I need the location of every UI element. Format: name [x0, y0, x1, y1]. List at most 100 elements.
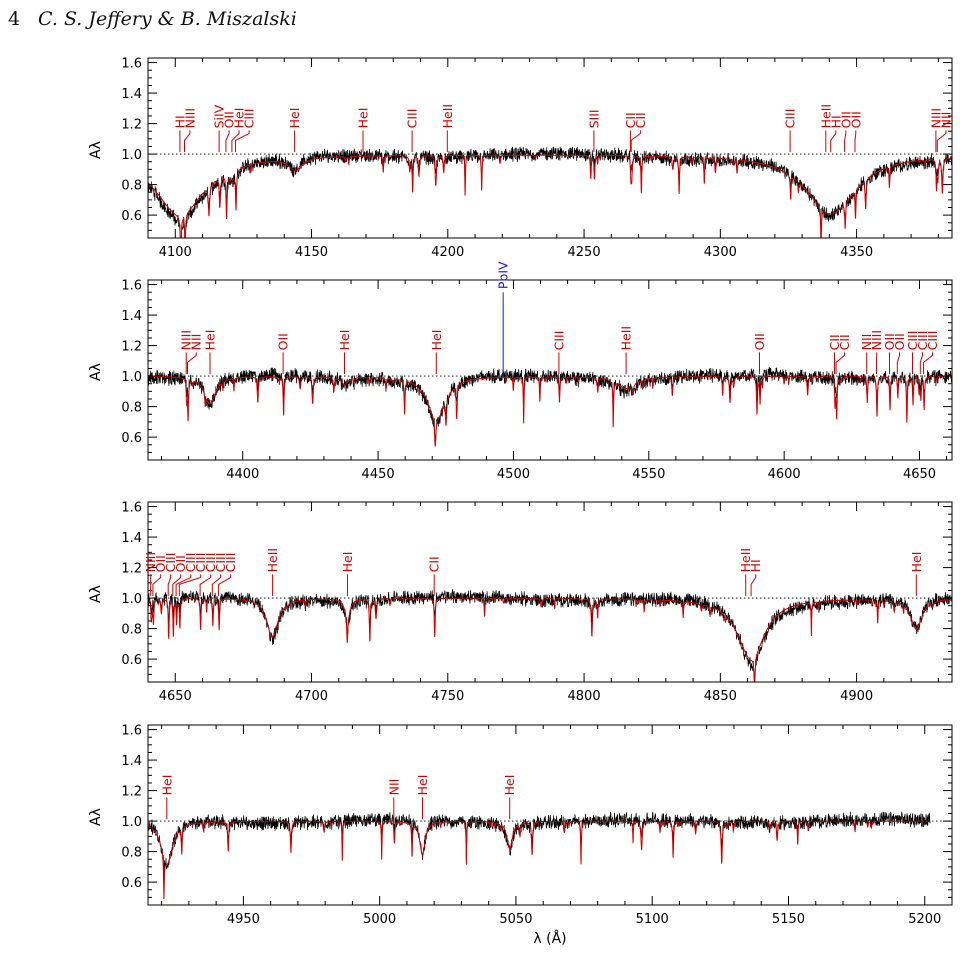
line-label-cii: CII: [623, 112, 638, 153]
plot-frame: [147, 501, 953, 683]
line-label-hi: HI: [748, 559, 763, 597]
svg-text:HeI: HeI: [337, 330, 352, 351]
x-tick-label: 4750: [431, 689, 464, 704]
svg-text:HeI: HeI: [429, 330, 444, 351]
y-tick-label: 0.8: [121, 623, 142, 638]
x-tick-label: 4150: [295, 245, 328, 260]
svg-text:HeI: HeI: [232, 108, 247, 129]
line-label-ciii: CIII: [915, 331, 930, 375]
y-tick-label: 0.6: [121, 653, 142, 668]
svg-text:CIII: CIII: [405, 109, 420, 129]
spectrum-panel-3: 4650 4700 4750 4800 4850 4900 0.6 0.8 1.0 1.2 1.4 1…: [88, 501, 953, 704]
x-tick-label: 4550: [632, 467, 665, 482]
svg-text:CII: CII: [827, 334, 842, 350]
svg-text:HeI: HeI: [356, 108, 371, 129]
y-tick-label: 1.0: [121, 370, 142, 385]
plot-frame: [147, 57, 953, 239]
x-tick-label: 5200: [908, 912, 941, 927]
svg-text:NII: NII: [938, 112, 953, 129]
line-label-niii: NIII: [179, 330, 194, 375]
svg-text:OII: OII: [848, 111, 863, 128]
svg-text:OII: OII: [173, 555, 188, 572]
line-label-hei: HeI: [415, 775, 430, 820]
svg-text:NIII: NIII: [928, 108, 943, 128]
y-tick-label: 1.2: [121, 340, 142, 355]
line-label-heii: HeII: [440, 104, 455, 153]
x-tick-label: 4800: [568, 689, 601, 704]
line-label-niii: NIII: [928, 108, 943, 153]
svg-text:NIII: NIII: [869, 330, 884, 350]
svg-text:OII: OII: [882, 333, 897, 350]
line-label-ciii: CIII: [905, 331, 920, 375]
spectrum-panel-1: 4100 4150 4200 4250 4300 4350 0.6 0.8 1.0 1.2 1.4 1…: [88, 57, 953, 260]
x-tick-label: 4900: [840, 689, 873, 704]
x-tick-label: 5050: [499, 912, 532, 927]
svg-text:CIII: CIII: [163, 553, 178, 573]
model-spectrum: [148, 597, 952, 682]
svg-text:HeI: HeI: [202, 330, 217, 351]
y-tick-label: 1.6: [121, 724, 142, 739]
page-number: 4: [8, 8, 21, 30]
line-label-oii: OII: [276, 333, 291, 375]
svg-text:HeI: HeI: [415, 775, 430, 796]
y-axis-label: Aλ: [88, 585, 104, 603]
line-label-oii: OII: [848, 111, 863, 153]
line-label-nii: NII: [859, 334, 874, 375]
svg-text:OII: OII: [222, 111, 237, 128]
svg-text:CIII: CIII: [242, 109, 257, 129]
line-label-oii: OII: [172, 555, 188, 597]
y-axis-label: Aλ: [88, 141, 104, 159]
line-label-oii: OII: [892, 333, 907, 375]
y-tick-label: 0.8: [121, 846, 142, 861]
svg-text:NIII: NIII: [143, 552, 158, 572]
svg-text:HeI: HeI: [340, 552, 355, 573]
x-tick-label: 5000: [363, 912, 396, 927]
y-tick-label: 0.6: [121, 209, 142, 224]
svg-text:OII: OII: [892, 333, 907, 350]
y-tick-label: 1.6: [121, 501, 142, 516]
x-axis-label: λ (Å): [533, 930, 566, 947]
line-label-nii: NII: [386, 779, 401, 820]
line-label-pbiv: PbIV: [496, 261, 511, 377]
y-tick-label: 1.0: [121, 148, 142, 163]
svg-text:NII: NII: [386, 779, 401, 796]
svg-text:CIII: CIII: [213, 553, 228, 573]
line-label-cii: CII: [827, 334, 842, 375]
line-label-hei: HeI: [356, 108, 371, 153]
line-label-ciii: CIII: [235, 109, 257, 153]
model-spectrum: [148, 820, 931, 900]
svg-text:HeI: HeI: [287, 108, 302, 129]
line-label-ciii: CIII: [551, 331, 566, 375]
running-head: C. S. Jeffery & B. Miszalski: [38, 8, 297, 30]
line-label-ciii: CIII: [211, 553, 228, 597]
line-label-heii: HeII: [818, 104, 833, 153]
line-label-oii: OII: [882, 333, 897, 375]
line-label-hi: HI: [172, 115, 187, 153]
y-axis-label: Aλ: [88, 363, 104, 381]
y-tick-label: 1.2: [121, 562, 142, 577]
y-tick-label: 0.8: [121, 401, 142, 416]
line-label-siii: SIII: [586, 109, 601, 153]
line-label-siiv: SiIV: [212, 104, 227, 153]
x-tick-label: 4250: [568, 245, 601, 260]
model-spectrum: [148, 154, 952, 238]
line-label-niii: NIII: [869, 330, 884, 375]
x-tick-label: 4600: [768, 467, 801, 482]
y-tick-label: 1.4: [121, 309, 142, 324]
svg-text:OII: OII: [752, 333, 767, 350]
y-tick-label: 1.0: [121, 815, 142, 830]
y-tick-label: 1.4: [121, 531, 142, 546]
observed-spectrum: [148, 146, 952, 238]
x-tick-label: 4950: [227, 912, 260, 927]
model-spectrum: [148, 375, 952, 447]
svg-text:CII: CII: [633, 112, 648, 128]
svg-text:HI: HI: [172, 115, 187, 128]
y-tick-label: 1.6: [121, 279, 142, 294]
line-label-nii: NII: [187, 334, 204, 375]
x-tick-label: 5150: [772, 912, 805, 927]
y-axis-label: Aλ: [88, 808, 104, 826]
svg-text:CII: CII: [623, 112, 638, 128]
line-label-hei: HeI: [337, 330, 352, 375]
line-label-ciii: CIII: [783, 109, 798, 153]
